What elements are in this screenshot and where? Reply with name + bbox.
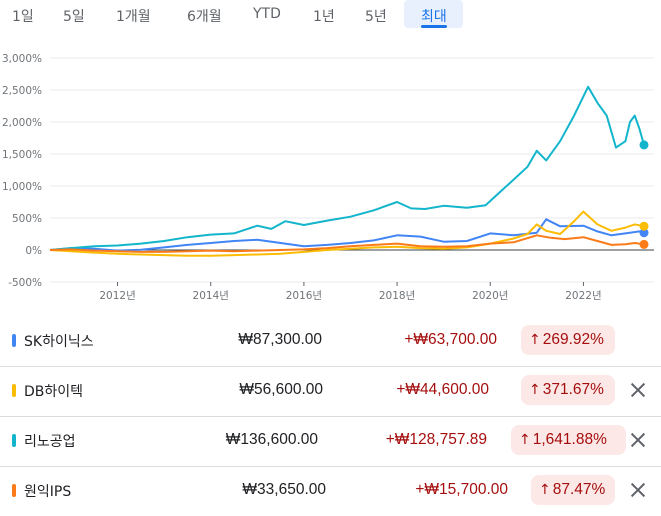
stock-row[interactable]: 리노공업 ₩136,600.00 +₩128,757.89 ↑ 1,641.88% <box>0 416 661 466</box>
stock-price: ₩136,600.00 <box>225 431 318 448</box>
stock-row[interactable]: DB하이텍 ₩56,600.00 +₩44,600.00 ↑ 371.67% <box>0 366 661 416</box>
series-end-point <box>639 140 649 150</box>
active-tab-indicator <box>421 25 447 28</box>
percent-change-badge: ↑ 371.67% <box>521 375 615 405</box>
stock-price: ₩87,300.00 <box>238 331 322 348</box>
series-color-swatch <box>12 484 16 497</box>
stock-row[interactable]: SK하이닉스 ₩87,300.00 +₩63,700.00 ↑ 269.92% <box>0 316 661 366</box>
arrow-up-icon: ↑ <box>539 482 551 498</box>
tab-6m[interactable]: 6개월 <box>187 9 222 25</box>
y-tick-label: 500% <box>12 213 42 225</box>
tab-max[interactable]: 최대 <box>421 9 447 25</box>
stock-name: 리노공업 <box>24 434 76 450</box>
series-line <box>49 85 645 251</box>
row-divider <box>0 466 661 467</box>
percent-change-value: 269.92% <box>542 331 604 348</box>
y-tick-label: 1,500% <box>2 149 42 161</box>
arrow-up-icon: ↑ <box>529 382 541 398</box>
remove-comparison-close-icon[interactable] <box>627 379 649 401</box>
y-tick-label: 2,000% <box>2 117 42 129</box>
y-tick-label: 3,000% <box>2 53 42 65</box>
percent-change-value: 1,641.88% <box>532 431 607 448</box>
x-tick-label: 2020년 <box>472 290 508 302</box>
percent-change-badge: ↑ 269.92% <box>521 325 615 355</box>
series-color-swatch <box>12 434 16 447</box>
x-tick-label: 2018년 <box>379 290 415 302</box>
series-end-point <box>639 228 649 238</box>
price-change: +₩44,600.00 <box>396 381 489 398</box>
stock-name: DB하이텍 <box>24 384 84 400</box>
series-line <box>49 234 645 253</box>
y-tick-label: 1,000% <box>2 181 42 193</box>
percent-change-badge: ↑ 87.47% <box>531 475 615 505</box>
stock-name: SK하이닉스 <box>24 334 94 350</box>
series-line <box>49 218 645 252</box>
tab-5y[interactable]: 5년 <box>365 9 387 25</box>
arrow-up-icon: ↑ <box>519 432 531 448</box>
price-change: +₩128,757.89 <box>385 431 487 448</box>
price-change: +₩63,700.00 <box>404 331 497 348</box>
range-tabs: 1일 5일 1개월 6개월 YTD 1년 5년 최대 <box>0 0 661 36</box>
series-color-swatch <box>12 334 16 347</box>
y-tick-label: 0% <box>25 245 42 257</box>
active-tab-background <box>404 0 463 28</box>
remove-comparison-close-icon[interactable] <box>627 479 649 501</box>
x-tick-label: 2016년 <box>286 290 322 302</box>
percent-change-value: 87.47% <box>552 481 606 498</box>
row-divider <box>0 366 661 367</box>
percent-change-value: 371.67% <box>542 381 604 398</box>
series-line <box>49 210 645 257</box>
y-tick-label: -500% <box>8 277 42 289</box>
tab-5d[interactable]: 5일 <box>63 9 85 25</box>
series-color-swatch <box>12 384 16 397</box>
arrow-up-icon: ↑ <box>529 332 541 348</box>
stock-name: 원익IPS <box>24 484 72 500</box>
tab-1y[interactable]: 1년 <box>313 9 335 25</box>
x-tick-label: 2012년 <box>99 290 135 302</box>
x-tick-label: 2022년 <box>565 290 601 302</box>
series-end-point <box>639 221 649 231</box>
x-tick-label: 2014년 <box>193 290 229 302</box>
series-end-point <box>639 239 649 249</box>
comparison-chart[interactable]: 3,000% 2,500% 2,000% 1,500% 1,000% 500% 0% -500… <box>0 40 661 302</box>
y-tick-label: 2,500% <box>2 85 42 97</box>
price-change: +₩15,700.00 <box>415 481 508 498</box>
stock-row[interactable]: 원익IPS ₩33,650.00 +₩15,700.00 ↑ 87.47% <box>0 466 661 516</box>
stock-price: ₩33,650.00 <box>242 481 326 498</box>
tab-ytd[interactable]: YTD <box>253 6 281 22</box>
percent-change-badge: ↑ 1,641.88% <box>511 425 626 455</box>
row-divider <box>0 416 661 417</box>
stock-price: ₩56,600.00 <box>239 381 323 398</box>
remove-comparison-close-icon[interactable] <box>627 429 649 451</box>
tab-1m[interactable]: 1개월 <box>116 9 151 25</box>
tab-1d[interactable]: 1일 <box>12 9 34 25</box>
